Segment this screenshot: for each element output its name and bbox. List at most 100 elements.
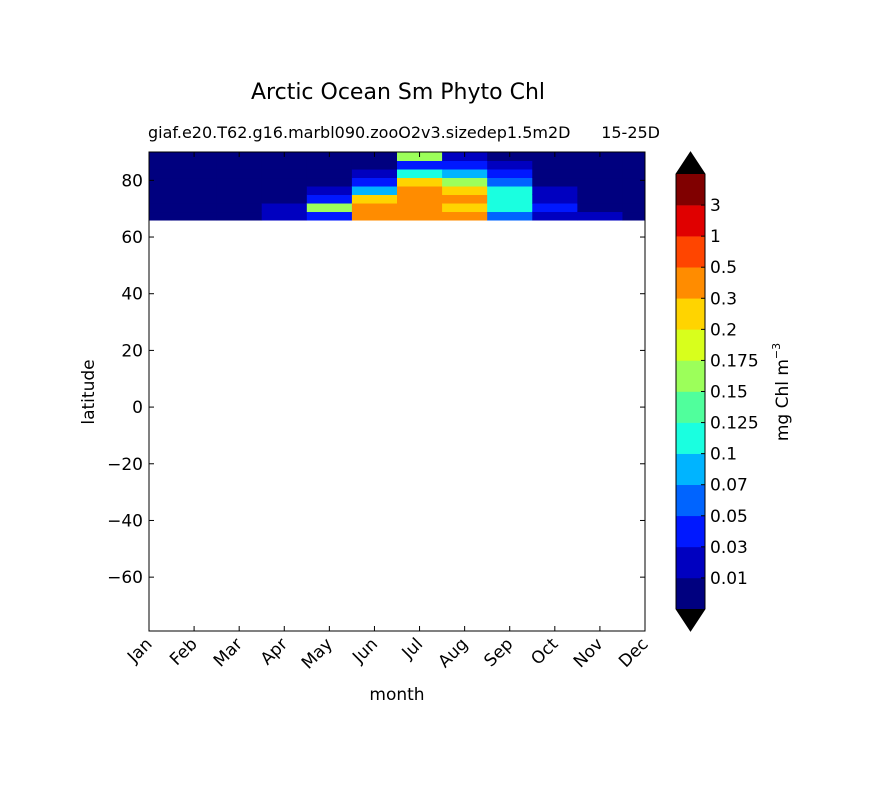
contour-cell (171, 211, 218, 221)
colorbar-tick-label: 1 (710, 227, 721, 247)
colorbar-extend (676, 152, 705, 174)
subtitle-right: 15-25D (601, 123, 660, 142)
contour-cell (216, 211, 263, 221)
x-tick-label: Jan (123, 634, 156, 667)
contour-cell (261, 203, 308, 213)
contour-cell (442, 160, 488, 170)
contour-cell (216, 169, 263, 179)
y-tick-label: 80 (121, 171, 143, 191)
contour-field (149, 152, 645, 221)
colorbar-tick-label: 0.15 (710, 383, 748, 403)
colorbar-tick-label: 3 (710, 196, 721, 216)
contour-cell (487, 160, 533, 170)
contour-cell (216, 160, 263, 170)
colorbar-tick-label: 0.03 (710, 538, 748, 558)
contour-cell (487, 194, 533, 204)
colorbar-tick-label: 0.05 (710, 507, 748, 527)
contour-cell (351, 169, 398, 179)
contour-cell (306, 160, 353, 170)
y-tick-label: 60 (121, 228, 143, 248)
colorbar-band (676, 422, 705, 454)
contour-cell (261, 169, 308, 179)
colorbar-band (676, 205, 705, 237)
contour-cell (171, 169, 218, 179)
colorbar-band (676, 360, 705, 392)
colorbar-tick-label: 0.2 (710, 320, 737, 340)
contour-cell (442, 177, 488, 187)
contour-cell (149, 152, 173, 162)
contour-cell (577, 169, 623, 179)
x-tick-label: May (298, 634, 337, 673)
colorbar-label: mg Chl m−3 (770, 343, 793, 441)
y-tick-label: 20 (121, 341, 143, 361)
contour-cell (351, 186, 398, 196)
contour-cell (622, 186, 645, 196)
x-tick-label: Sep (480, 634, 517, 671)
contour-cell (442, 211, 488, 221)
y-tick-label: 40 (121, 285, 143, 305)
contour-cell (149, 160, 173, 170)
contour-cell (149, 177, 173, 187)
contour-cell (306, 211, 353, 221)
y-axis-label: latitude (79, 359, 99, 424)
colorbar-band (676, 546, 705, 579)
x-tick-label: Jun (348, 634, 382, 668)
contour-cell (149, 186, 173, 196)
contour-cell (216, 177, 263, 187)
contour-cell (487, 203, 533, 213)
colorbar-band (676, 515, 705, 548)
colorbar-band (676, 453, 705, 486)
colorbar-tick-label: 0.125 (710, 414, 759, 434)
contour-cell (171, 160, 218, 170)
y-tick-label: −60 (107, 568, 143, 588)
colorbar-frame (675, 151, 706, 632)
colorbar-band (676, 484, 705, 517)
contour-cell (487, 177, 533, 187)
contour-cell (487, 186, 533, 196)
colorbar-band (676, 391, 705, 423)
contour-cell (171, 186, 218, 196)
y-tick-label: 0 (132, 398, 143, 418)
contour-cell (622, 203, 645, 213)
contour-cell (397, 186, 443, 196)
x-tick-label: Mar (210, 634, 247, 671)
x-tick-label: Apr (257, 634, 292, 669)
contour-cell (171, 203, 218, 213)
contour-cell (351, 211, 398, 221)
contour-cell (306, 194, 353, 204)
colorbar-band (676, 236, 705, 268)
contour-cell (261, 194, 308, 204)
contour-cell (622, 177, 645, 187)
contour-cell (532, 160, 578, 170)
y-tick-label: −20 (107, 455, 143, 475)
contour-cell (622, 160, 645, 170)
contour-cell (487, 211, 533, 221)
contour-cell (622, 194, 645, 204)
contour-cell (171, 194, 218, 204)
x-tick-label: Nov (570, 634, 608, 672)
x-tick-label: Aug (435, 634, 473, 672)
x-axis-label: month (369, 685, 424, 705)
contour-cell (216, 186, 263, 196)
contour-cell (397, 169, 443, 179)
contour-cell (577, 203, 623, 213)
contour-cell (149, 194, 173, 204)
contour-cell (442, 194, 488, 204)
contour-cell (351, 203, 398, 213)
contour-cell (532, 177, 578, 187)
contour-cell (532, 169, 578, 179)
colorbar-tick-label: 0.175 (710, 351, 759, 371)
subtitle-left: giaf.e20.T62.g16.marbl090.zooO2v3.sizede… (148, 123, 570, 142)
contour-cell (622, 211, 645, 221)
plot-frame (148, 151, 646, 632)
colorbar-tick-label: 0.07 (710, 476, 748, 496)
contour-cell (261, 211, 308, 221)
contour-cell (306, 169, 353, 179)
contour-cell (261, 160, 308, 170)
x-tick-label: Oct (527, 634, 562, 669)
colorbar-band (676, 577, 705, 610)
contour-cell (397, 177, 443, 187)
contour-cell (351, 160, 398, 170)
contour-cell (442, 203, 488, 213)
